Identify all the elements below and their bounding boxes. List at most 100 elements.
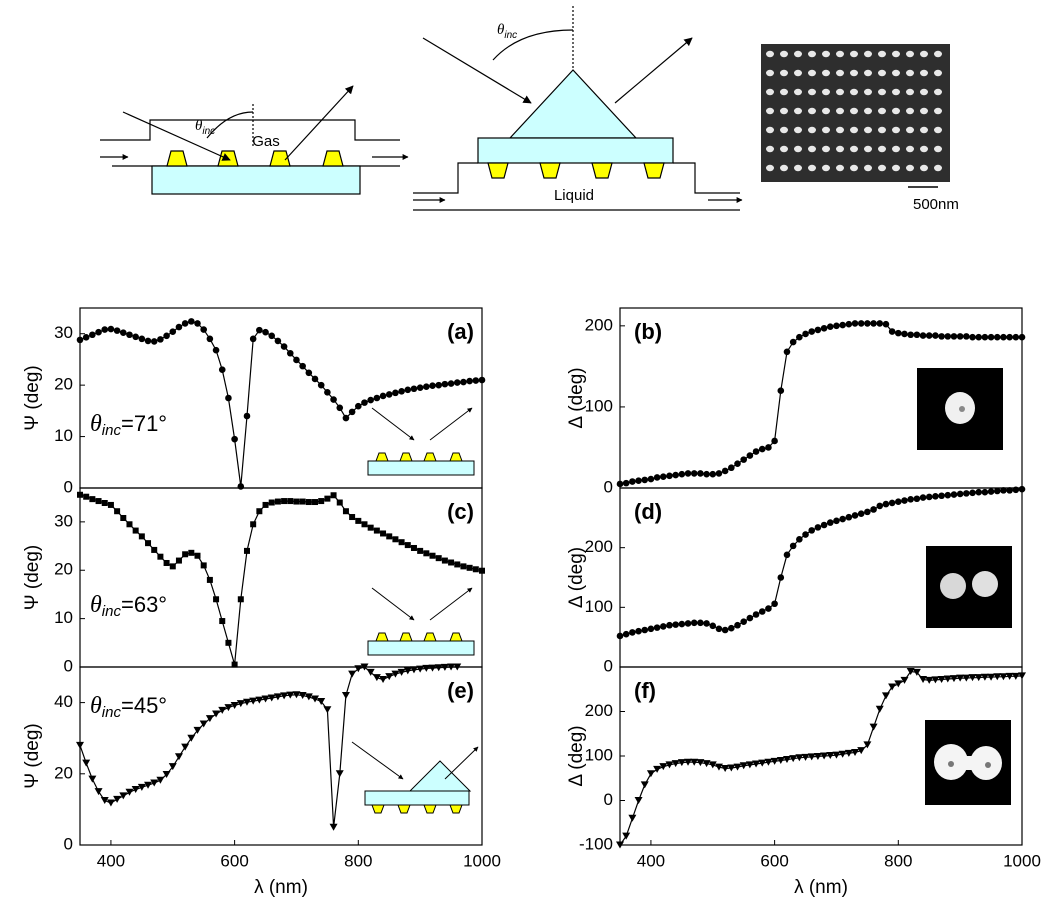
- sem-particle: [878, 127, 886, 133]
- prism: [510, 70, 636, 138]
- data-point: [343, 508, 349, 514]
- data-point: [150, 780, 158, 787]
- data-point: [306, 499, 312, 505]
- inset-substrate: [365, 791, 469, 805]
- data-point: [895, 330, 902, 337]
- particle: [540, 163, 560, 178]
- inset-particle: [424, 805, 436, 813]
- data-point: [194, 320, 201, 327]
- data-point: [660, 473, 667, 480]
- particle: [488, 163, 508, 178]
- sem-particle: [906, 127, 914, 133]
- data-point: [250, 336, 257, 343]
- data-point: [373, 674, 381, 681]
- data-point: [182, 320, 189, 327]
- data-point: [442, 558, 448, 564]
- inset-beam: [372, 588, 414, 620]
- data-point: [238, 596, 244, 602]
- data-point: [454, 379, 461, 386]
- y-tick-label: -100: [579, 834, 613, 853]
- data-point: [448, 380, 455, 387]
- data-point: [108, 326, 115, 333]
- angle-label: θinc: [195, 118, 215, 136]
- sem-particle: [850, 165, 858, 171]
- data-point: [1013, 334, 1020, 341]
- angle-subscript: inc: [102, 422, 122, 439]
- sem-particle: [780, 70, 788, 76]
- data-point: [287, 350, 294, 357]
- sem-particle: [850, 146, 858, 152]
- data-point: [317, 698, 325, 705]
- y-tick-label: 0: [64, 656, 73, 675]
- data-point: [262, 329, 269, 336]
- data-point: [870, 724, 878, 731]
- data-point: [722, 627, 729, 634]
- y-tick-label: 100: [585, 396, 613, 415]
- x-tick-label: 800: [344, 851, 372, 870]
- data-point: [330, 824, 338, 831]
- sem-particle: [906, 108, 914, 114]
- data-point: [969, 489, 976, 496]
- data-point: [218, 707, 226, 714]
- data-point: [858, 320, 865, 327]
- sem-particle: [864, 70, 872, 76]
- sem-particle: [822, 51, 830, 57]
- sem-particle: [794, 146, 802, 152]
- sem-particle: [878, 89, 886, 95]
- data-point: [238, 483, 245, 490]
- data-point: [225, 640, 231, 646]
- sem-particle: [906, 70, 914, 76]
- data-point: [635, 797, 643, 804]
- data-point: [195, 553, 201, 559]
- sem-particle: [850, 127, 858, 133]
- data-point: [139, 533, 145, 539]
- sem-particle: [780, 165, 788, 171]
- sem-particle: [934, 127, 942, 133]
- data-point: [907, 331, 914, 338]
- data-point: [654, 474, 661, 481]
- data-point: [244, 413, 251, 420]
- data-point: [306, 370, 313, 377]
- data-point: [759, 608, 766, 615]
- sem-particle: [934, 165, 942, 171]
- data-point: [969, 334, 976, 341]
- sem-particle: [892, 127, 900, 133]
- inset-image: [926, 546, 1012, 628]
- inset-prism: [410, 761, 470, 791]
- inset-image: [917, 368, 1003, 450]
- data-point: [796, 334, 803, 341]
- data-point: [181, 744, 189, 751]
- data-point: [219, 618, 225, 624]
- data-point: [108, 502, 114, 508]
- data-point: [728, 464, 735, 471]
- data-point: [194, 727, 202, 734]
- data-point: [963, 333, 970, 340]
- data-point: [957, 491, 964, 498]
- data-point: [635, 477, 642, 484]
- data-point: [312, 376, 319, 383]
- data-point: [151, 338, 158, 345]
- sem-particle: [878, 108, 886, 114]
- data-point: [901, 497, 908, 504]
- data-point: [170, 563, 176, 569]
- y-tick-label: 200: [585, 537, 613, 556]
- medium-label: Liquid: [554, 187, 594, 204]
- data-point: [951, 491, 958, 498]
- data-point: [753, 448, 760, 455]
- y-tick-label: 10: [54, 426, 73, 445]
- sem-particle: [808, 108, 816, 114]
- inset-schematic: [368, 408, 474, 475]
- angle-annotation: θinc=63°: [90, 592, 167, 620]
- sem-particle: [850, 108, 858, 114]
- data-line: [80, 495, 482, 665]
- data-point: [957, 333, 964, 340]
- data-point: [442, 381, 449, 388]
- inset-particle: [400, 453, 412, 461]
- data-point: [975, 489, 982, 496]
- inset-schematic: [352, 742, 478, 813]
- data-point: [790, 339, 797, 346]
- inset-particle: [450, 453, 462, 461]
- data-point: [870, 506, 877, 513]
- plot-frame: [80, 488, 482, 667]
- data-point: [784, 552, 791, 559]
